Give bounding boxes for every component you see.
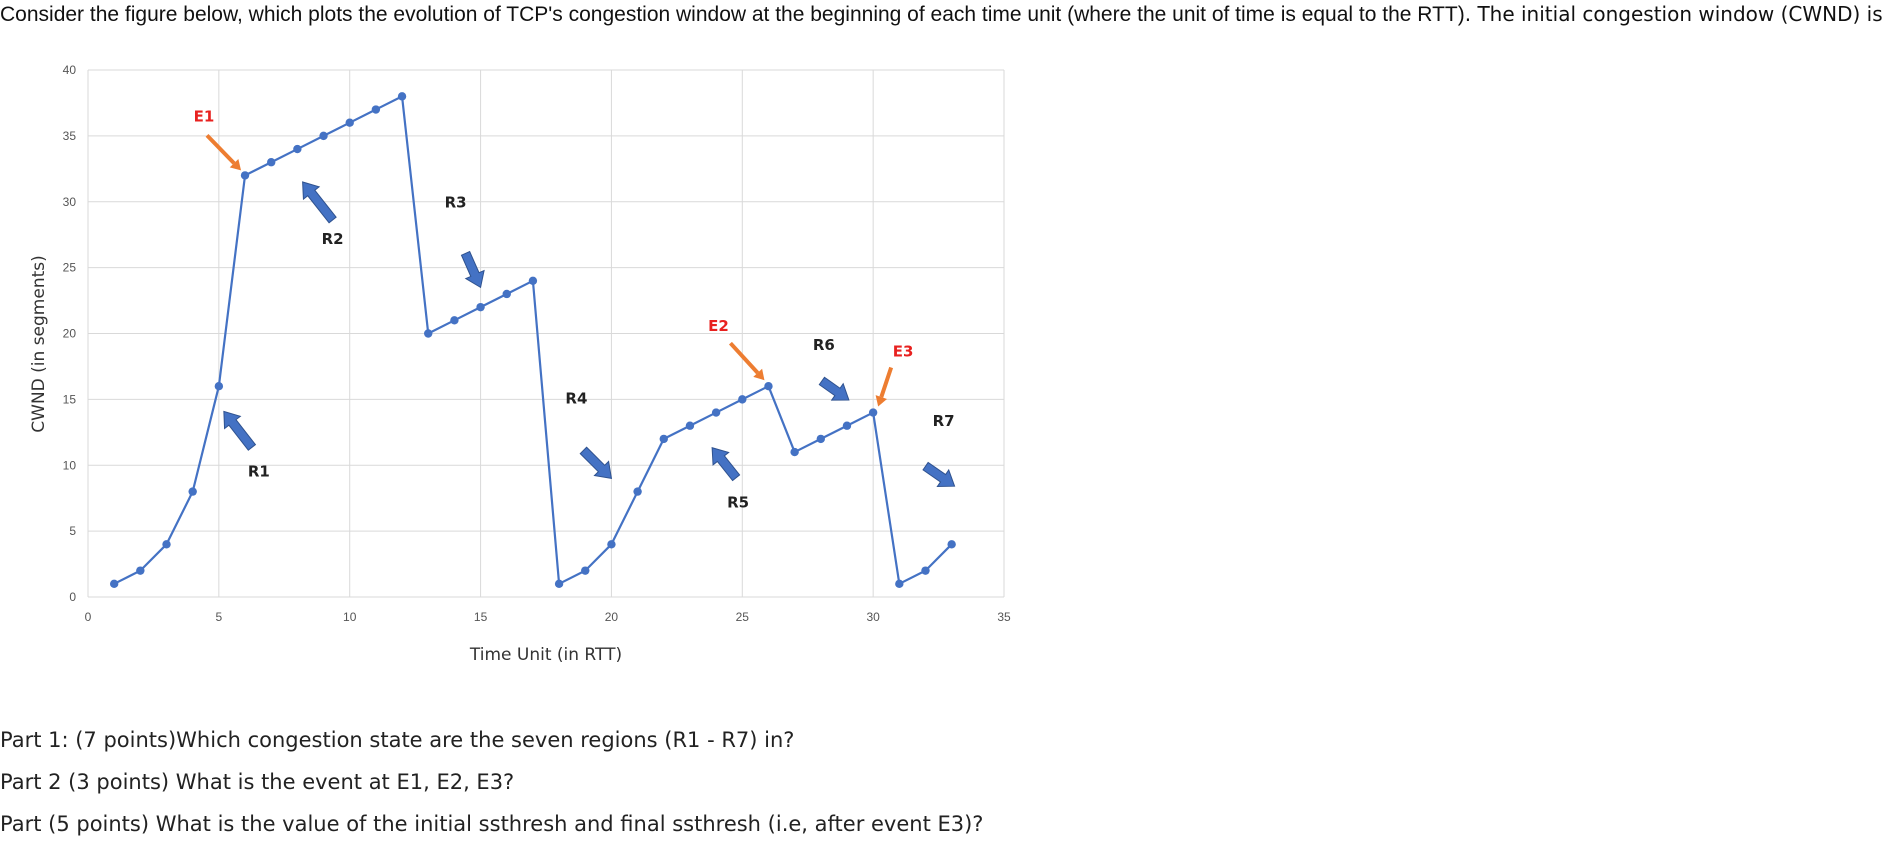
y-axis-title: CWND (in segments) — [29, 255, 49, 432]
event-arrow-shaft — [205, 134, 236, 165]
data-point — [293, 144, 302, 154]
data-point — [319, 131, 328, 141]
y-tick-label: 35 — [63, 129, 77, 143]
data-point — [921, 566, 930, 575]
region-arrow — [579, 446, 613, 480]
chart-grid — [87, 69, 1005, 598]
data-point — [450, 316, 459, 325]
chart-annotations: E1 E2 E3 R1 R2 R3 R4 R5 R6 R7 — [194, 107, 956, 512]
data-point — [816, 434, 825, 444]
y-tick-label: 20 — [63, 327, 77, 341]
data-point — [633, 487, 642, 496]
annotation-label-e3: E3 — [893, 343, 914, 361]
question-part-3: Part (5 points) What is the value of the… — [0, 812, 984, 836]
data-point — [947, 540, 956, 549]
x-tick-label: 0 — [85, 610, 92, 624]
data-point — [895, 579, 904, 589]
region-arrow — [223, 410, 257, 451]
event-arrow-head — [875, 395, 887, 407]
event-arrow-head — [753, 368, 765, 381]
data-point — [685, 421, 695, 430]
question-part-2: Part 2 (3 points) What is the event at E… — [0, 770, 515, 794]
data-point — [764, 382, 773, 391]
y-tick-label: 40 — [63, 63, 77, 77]
x-tick-label: 25 — [736, 610, 750, 624]
region-arrow — [460, 250, 485, 289]
questions: Part 1: (7 points)Which congestion state… — [0, 725, 983, 851]
data-point — [711, 408, 721, 417]
data-point — [790, 447, 799, 457]
y-tick-label: 10 — [63, 458, 77, 472]
data-point — [502, 289, 511, 299]
data-point — [424, 329, 433, 338]
region-arrow — [711, 447, 741, 482]
annotation-label-r3: R3 — [445, 193, 467, 211]
y-tick-label: 30 — [63, 195, 77, 209]
data-point — [842, 421, 852, 430]
data-point — [528, 276, 538, 285]
data-point — [188, 487, 197, 496]
annotation-label-r6: R6 — [813, 336, 835, 354]
x-tick-label: 5 — [216, 610, 223, 624]
data-point — [554, 579, 564, 589]
data-point — [476, 302, 485, 312]
x-axis-title: Time Unit (in RTT) — [469, 645, 622, 665]
y-tick-label: 15 — [63, 392, 77, 406]
data-point — [581, 566, 590, 575]
region-arrow — [818, 376, 850, 401]
data-point — [371, 105, 381, 114]
cwnd-chart: 0 5 10 15 20 25 30 35 40 0 5 10 15 20 25 30 35 Time Unit… — [29, 63, 1011, 665]
y-tick-label: 0 — [69, 590, 76, 604]
data-point — [109, 579, 119, 589]
problem-statement-tail: . The initial congestion window (CWND) i… — [1464, 2, 1891, 26]
data-point — [868, 408, 878, 417]
x-tick-label: 10 — [343, 610, 357, 624]
problem-statement: Consider the figure below, which plots t… — [0, 2, 1891, 27]
region-arrow — [922, 461, 956, 487]
question-part-1: Part 1: (7 points)Which congestion state… — [0, 728, 795, 752]
data-point — [607, 540, 616, 549]
data-point — [214, 382, 224, 391]
data-point — [738, 395, 747, 404]
data-point — [267, 158, 276, 167]
x-tick-label: 15 — [474, 610, 488, 624]
annotation-label-r4: R4 — [565, 389, 587, 407]
y-tick-label: 25 — [63, 261, 77, 275]
problem-statement-main: Consider the figure below, which plots t… — [0, 3, 1465, 26]
annotation-label-r7: R7 — [933, 412, 955, 430]
annotation-label-e1: E1 — [194, 107, 215, 125]
annotation-label-r1: R1 — [248, 462, 270, 480]
data-point — [345, 118, 354, 127]
event-arrow-head — [229, 159, 242, 171]
x-tick-label: 35 — [997, 610, 1011, 624]
x-tick-label: 30 — [866, 610, 880, 624]
annotation-label-r2: R2 — [322, 230, 344, 248]
data-point — [162, 540, 171, 549]
data-point — [240, 171, 250, 180]
data-point — [397, 92, 407, 101]
y-tick-label: 5 — [69, 524, 76, 538]
annotation-label-e2: E2 — [708, 317, 729, 335]
data-point — [136, 566, 145, 575]
event-arrow-shaft — [879, 366, 894, 398]
annotation-label-r5: R5 — [727, 494, 749, 512]
data-point — [659, 434, 668, 444]
region-arrow — [302, 181, 337, 224]
x-tick-label: 20 — [605, 610, 619, 624]
event-arrow-shaft — [728, 341, 760, 375]
chart-ticks: 0 5 10 15 20 25 30 35 40 0 5 10 15 20 25 30 35 — [63, 63, 1011, 624]
cwnd-series — [109, 92, 956, 589]
